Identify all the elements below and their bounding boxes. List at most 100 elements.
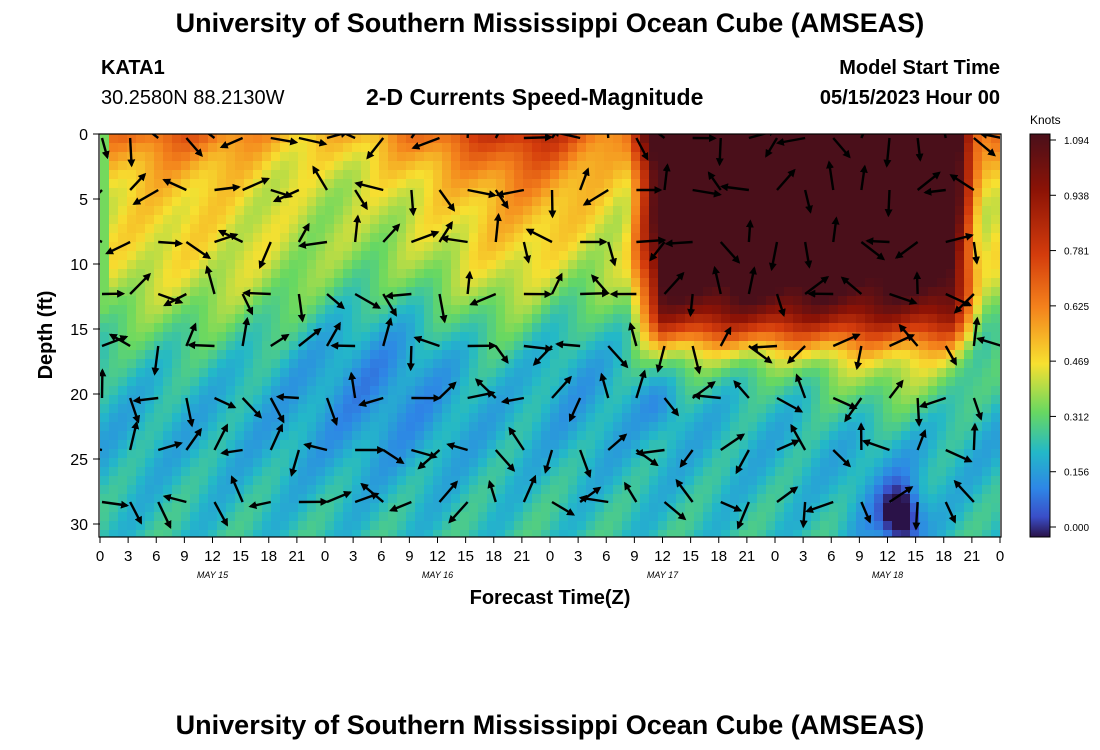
speed-cell — [316, 152, 326, 162]
speed-cell — [388, 206, 398, 216]
speed-cell — [280, 224, 290, 234]
colorbar-tick-label: 0.469 — [1064, 357, 1089, 368]
speed-cell — [613, 431, 623, 441]
speed-cell — [550, 251, 560, 261]
speed-cell — [802, 458, 812, 468]
speed-cell — [901, 197, 911, 207]
speed-cell — [334, 197, 344, 207]
speed-cell — [676, 206, 686, 216]
speed-cell — [136, 215, 146, 225]
speed-cell — [919, 395, 929, 405]
speed-cell — [730, 449, 740, 459]
speed-cell — [244, 341, 254, 351]
current-arrow — [100, 239, 103, 244]
speed-cell — [766, 440, 776, 450]
speed-cell — [784, 197, 794, 207]
speed-cell — [424, 494, 434, 504]
speed-cell — [766, 215, 776, 225]
speed-cell — [604, 296, 614, 306]
speed-cell — [604, 413, 614, 423]
speed-cell — [298, 188, 308, 198]
speed-cell — [460, 368, 470, 378]
speed-cell — [118, 269, 128, 279]
speed-cell — [973, 368, 983, 378]
speed-cell — [343, 224, 353, 234]
speed-cell — [964, 215, 974, 225]
speed-cell — [550, 512, 560, 522]
speed-cell — [703, 215, 713, 225]
speed-cell — [235, 341, 245, 351]
speed-cell — [343, 143, 353, 153]
speed-cell — [424, 359, 434, 369]
speed-cell — [352, 476, 362, 486]
speed-cell — [577, 530, 587, 537]
speed-cell — [298, 305, 308, 315]
speed-cell — [649, 161, 659, 171]
speed-cell — [631, 386, 641, 396]
speed-cell — [883, 485, 893, 495]
speed-cell — [208, 395, 218, 405]
speed-cell — [739, 350, 749, 360]
speed-cell — [685, 530, 695, 537]
speed-cell — [847, 377, 857, 387]
speed-cell — [739, 368, 749, 378]
speed-cell — [145, 368, 155, 378]
speed-cell — [685, 350, 695, 360]
speed-cell — [307, 314, 317, 324]
speed-cell — [442, 179, 452, 189]
speed-cell — [334, 224, 344, 234]
speed-cell — [460, 251, 470, 261]
speed-cell — [442, 467, 452, 477]
speed-cell — [415, 422, 425, 432]
speed-cell — [181, 494, 191, 504]
speed-cell — [343, 467, 353, 477]
speed-cell — [766, 179, 776, 189]
speed-cell — [649, 314, 659, 324]
speed-cell — [343, 206, 353, 216]
speed-cell — [388, 485, 398, 495]
speed-cell — [298, 521, 308, 531]
speed-cell — [595, 170, 605, 180]
speed-cell — [244, 368, 254, 378]
current-arrow — [860, 501, 872, 524]
speed-cell — [631, 287, 641, 297]
speed-cell — [982, 413, 992, 423]
speed-cell — [694, 152, 704, 162]
speed-cell — [172, 413, 182, 423]
speed-cell — [370, 161, 380, 171]
speed-cell — [838, 530, 848, 537]
speed-cell — [415, 476, 425, 486]
speed-cell — [685, 287, 695, 297]
speed-cell — [991, 512, 1000, 522]
speed-cell — [757, 206, 767, 216]
speed-cell — [406, 251, 416, 261]
speed-cell — [226, 251, 236, 261]
speed-cell — [406, 476, 416, 486]
speed-cell — [505, 278, 515, 288]
speed-cell — [622, 530, 632, 537]
speed-cell — [514, 485, 524, 495]
speed-cell — [982, 449, 992, 459]
speed-cell — [361, 476, 371, 486]
speed-cell — [937, 494, 947, 504]
speed-cell — [631, 251, 641, 261]
speed-cell — [415, 485, 425, 495]
speed-cell — [388, 161, 398, 171]
speed-cell — [748, 377, 758, 387]
speed-cell — [208, 260, 218, 270]
speed-cell — [334, 260, 344, 270]
speed-cell — [118, 476, 128, 486]
speed-cell — [622, 179, 632, 189]
speed-cell — [793, 197, 803, 207]
speed-cell — [775, 413, 785, 423]
speed-cell — [982, 152, 992, 162]
speed-cell — [973, 179, 983, 189]
speed-cell — [631, 359, 641, 369]
speed-cell — [640, 440, 650, 450]
speed-cell — [838, 332, 848, 342]
speed-cell — [217, 161, 227, 171]
speed-cell — [505, 152, 515, 162]
speed-cell — [163, 359, 173, 369]
speed-cell — [487, 359, 497, 369]
speed-cell — [910, 179, 920, 189]
